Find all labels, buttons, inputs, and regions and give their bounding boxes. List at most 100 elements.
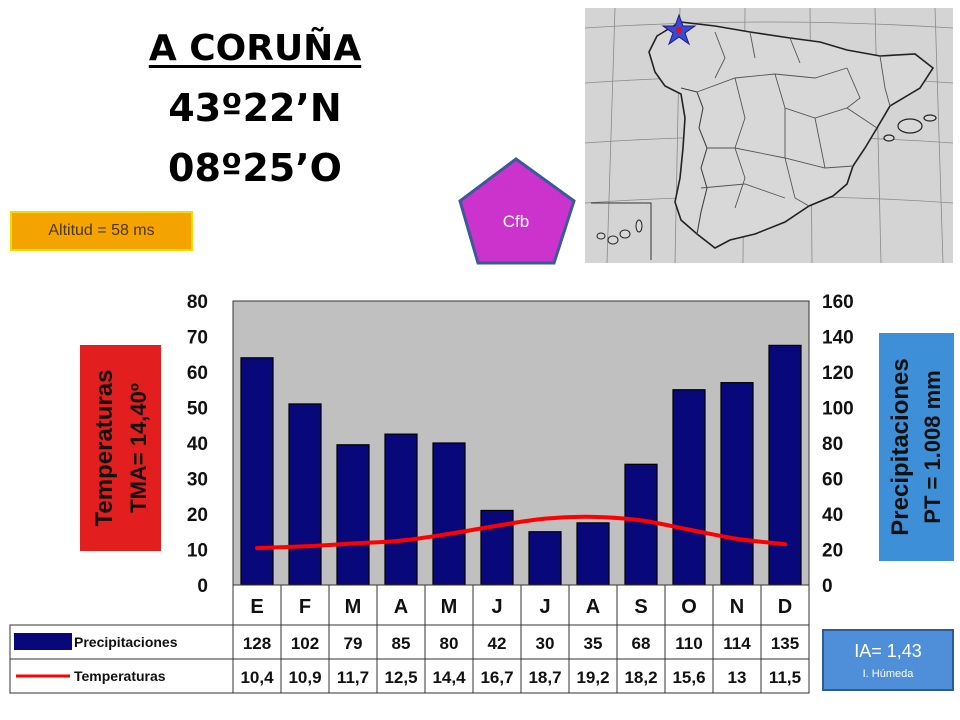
precipitation-bar <box>624 463 658 586</box>
month-label: J <box>539 596 550 618</box>
left-tick-label: 40 <box>187 434 208 455</box>
month-label: F <box>299 596 311 618</box>
temperature-value: 10,4 <box>240 668 274 687</box>
precipitation-value: 35 <box>584 634 603 653</box>
left-tick-label: 0 <box>197 576 208 597</box>
left-tick-label: 60 <box>187 363 208 384</box>
precipitation-bar <box>336 444 370 586</box>
month-label: D <box>778 596 792 618</box>
month-label: N <box>730 596 744 618</box>
legend-precipitation: Precipitaciones <box>14 633 178 650</box>
precipitation-bars <box>240 344 802 586</box>
precipitation-bar <box>288 403 322 586</box>
canary-islands-inset <box>591 202 652 260</box>
left-tick-label: 20 <box>187 505 208 526</box>
left-tick-label: 50 <box>187 399 208 420</box>
month-label: A <box>394 596 408 618</box>
precipitation-values: 128 102 79 85 80 42 30 35 68 110 114 135 <box>243 634 799 653</box>
plot-area <box>232 300 810 586</box>
latitude: 43º22’N <box>168 86 342 130</box>
data-table: Precipitaciones Temperaturas 128 102 79 85 8… <box>9 585 810 694</box>
precipitation-bar <box>432 442 466 586</box>
right-tick-label: 40 <box>822 505 843 526</box>
left-tick-label: 80 <box>187 292 208 313</box>
temperature-value: 14,4 <box>432 668 466 687</box>
left-axis-title: Temperaturas <box>91 370 118 527</box>
month-label: S <box>634 596 647 618</box>
precipitation-bar <box>480 509 514 586</box>
precipitation-bar <box>576 522 610 586</box>
precipitation-bar <box>240 357 274 586</box>
precipitation-value: 80 <box>440 634 459 653</box>
right-tick-label: 120 <box>822 363 854 384</box>
precipitation-value: 68 <box>632 634 651 653</box>
right-tick-label: 0 <box>822 576 833 597</box>
precipitation-value: 114 <box>723 634 751 653</box>
temperature-value: 12,5 <box>384 668 417 687</box>
right-axis-ticks: 0 20 40 60 80 100 120 140 160 <box>822 292 854 597</box>
right-axis-subtitle: PT = 1.008 mm <box>920 370 945 523</box>
temperature-value: 16,7 <box>480 668 513 687</box>
aridity-index-box: IA= 1,43 I. Húmeda <box>822 629 954 691</box>
temperature-value: 18,2 <box>624 668 657 687</box>
temperature-value: 11,7 <box>337 668 369 687</box>
temperature-value: 15,6 <box>672 668 705 687</box>
koppen-label: Cfb <box>503 212 529 231</box>
temperature-value: 19,2 <box>576 668 609 687</box>
precipitation-value: 110 <box>675 634 702 653</box>
city-name: A CORUÑA <box>148 28 362 69</box>
right-tick-label: 20 <box>822 541 843 562</box>
temperature-value: 13 <box>728 668 747 687</box>
month-label: O <box>681 596 697 618</box>
precipitation-bar <box>528 531 562 586</box>
right-tick-label: 60 <box>822 470 843 491</box>
month-label: M <box>441 596 458 618</box>
star-icon <box>661 13 697 46</box>
precipitation-value: 102 <box>291 634 319 653</box>
left-tick-label: 30 <box>187 470 208 491</box>
left-axis-subtitle: TMA= 14,40º <box>126 383 151 513</box>
longitude: 08º25’O <box>168 146 342 190</box>
temperature-value: 11,5 <box>769 668 801 687</box>
month-label: J <box>491 596 502 618</box>
temperature-values: 10,4 10,9 11,7 12,5 14,4 16,7 18,7 19,2 18,2 15,6… <box>240 668 801 687</box>
precipitation-value: 79 <box>344 634 363 653</box>
precipitation-value: 85 <box>392 634 411 653</box>
precipitation-bar <box>672 389 706 586</box>
temperature-value: 18,7 <box>528 668 561 687</box>
left-axis-ticks: 0 10 20 30 40 50 60 70 80 <box>187 292 208 597</box>
right-axis-title: Precipitaciones <box>887 358 914 535</box>
precipitation-bar <box>720 382 754 586</box>
koppen-pentagon: Cfb <box>458 157 576 265</box>
precipitation-value: 128 <box>243 634 271 653</box>
right-tick-label: 80 <box>822 434 843 455</box>
aridity-index: IA= 1,43 <box>854 641 922 661</box>
legend-temperature: Temperaturas <box>16 668 166 684</box>
temperature-line <box>255 514 787 551</box>
legend-temperature-label: Temperaturas <box>74 668 166 684</box>
precipitation-value: 42 <box>488 634 507 653</box>
balearic-islands <box>883 114 937 142</box>
iberian-peninsula <box>648 21 935 249</box>
left-tick-label: 10 <box>187 541 208 562</box>
month-label: A <box>586 596 600 618</box>
legend-precipitation-label: Precipitaciones <box>74 634 178 650</box>
left-tick-label: 70 <box>187 328 208 349</box>
right-tick-label: 160 <box>822 292 854 313</box>
altitude-badge: Altitud = 58 ms <box>10 211 193 251</box>
month-label: M <box>345 596 362 618</box>
right-tick-label: 140 <box>822 328 854 349</box>
left-axis-label: Temperaturas TMA= 14,40º <box>80 345 161 551</box>
right-tick-label: 100 <box>822 399 854 420</box>
precipitation-bar <box>768 344 802 586</box>
temperature-value: 10,9 <box>288 668 321 687</box>
month-label: E <box>250 596 263 618</box>
aridity-label: I. Húmeda <box>862 668 914 680</box>
map-region-borders <box>696 31 891 209</box>
right-axis-label: Precipitaciones PT = 1.008 mm <box>879 333 954 561</box>
spain-location-map <box>585 8 953 263</box>
precipitation-value: 30 <box>536 634 555 653</box>
precipitation-bar <box>384 433 418 586</box>
climograph: Temperaturas TMA= 14,40º Precipitaciones… <box>9 292 954 694</box>
